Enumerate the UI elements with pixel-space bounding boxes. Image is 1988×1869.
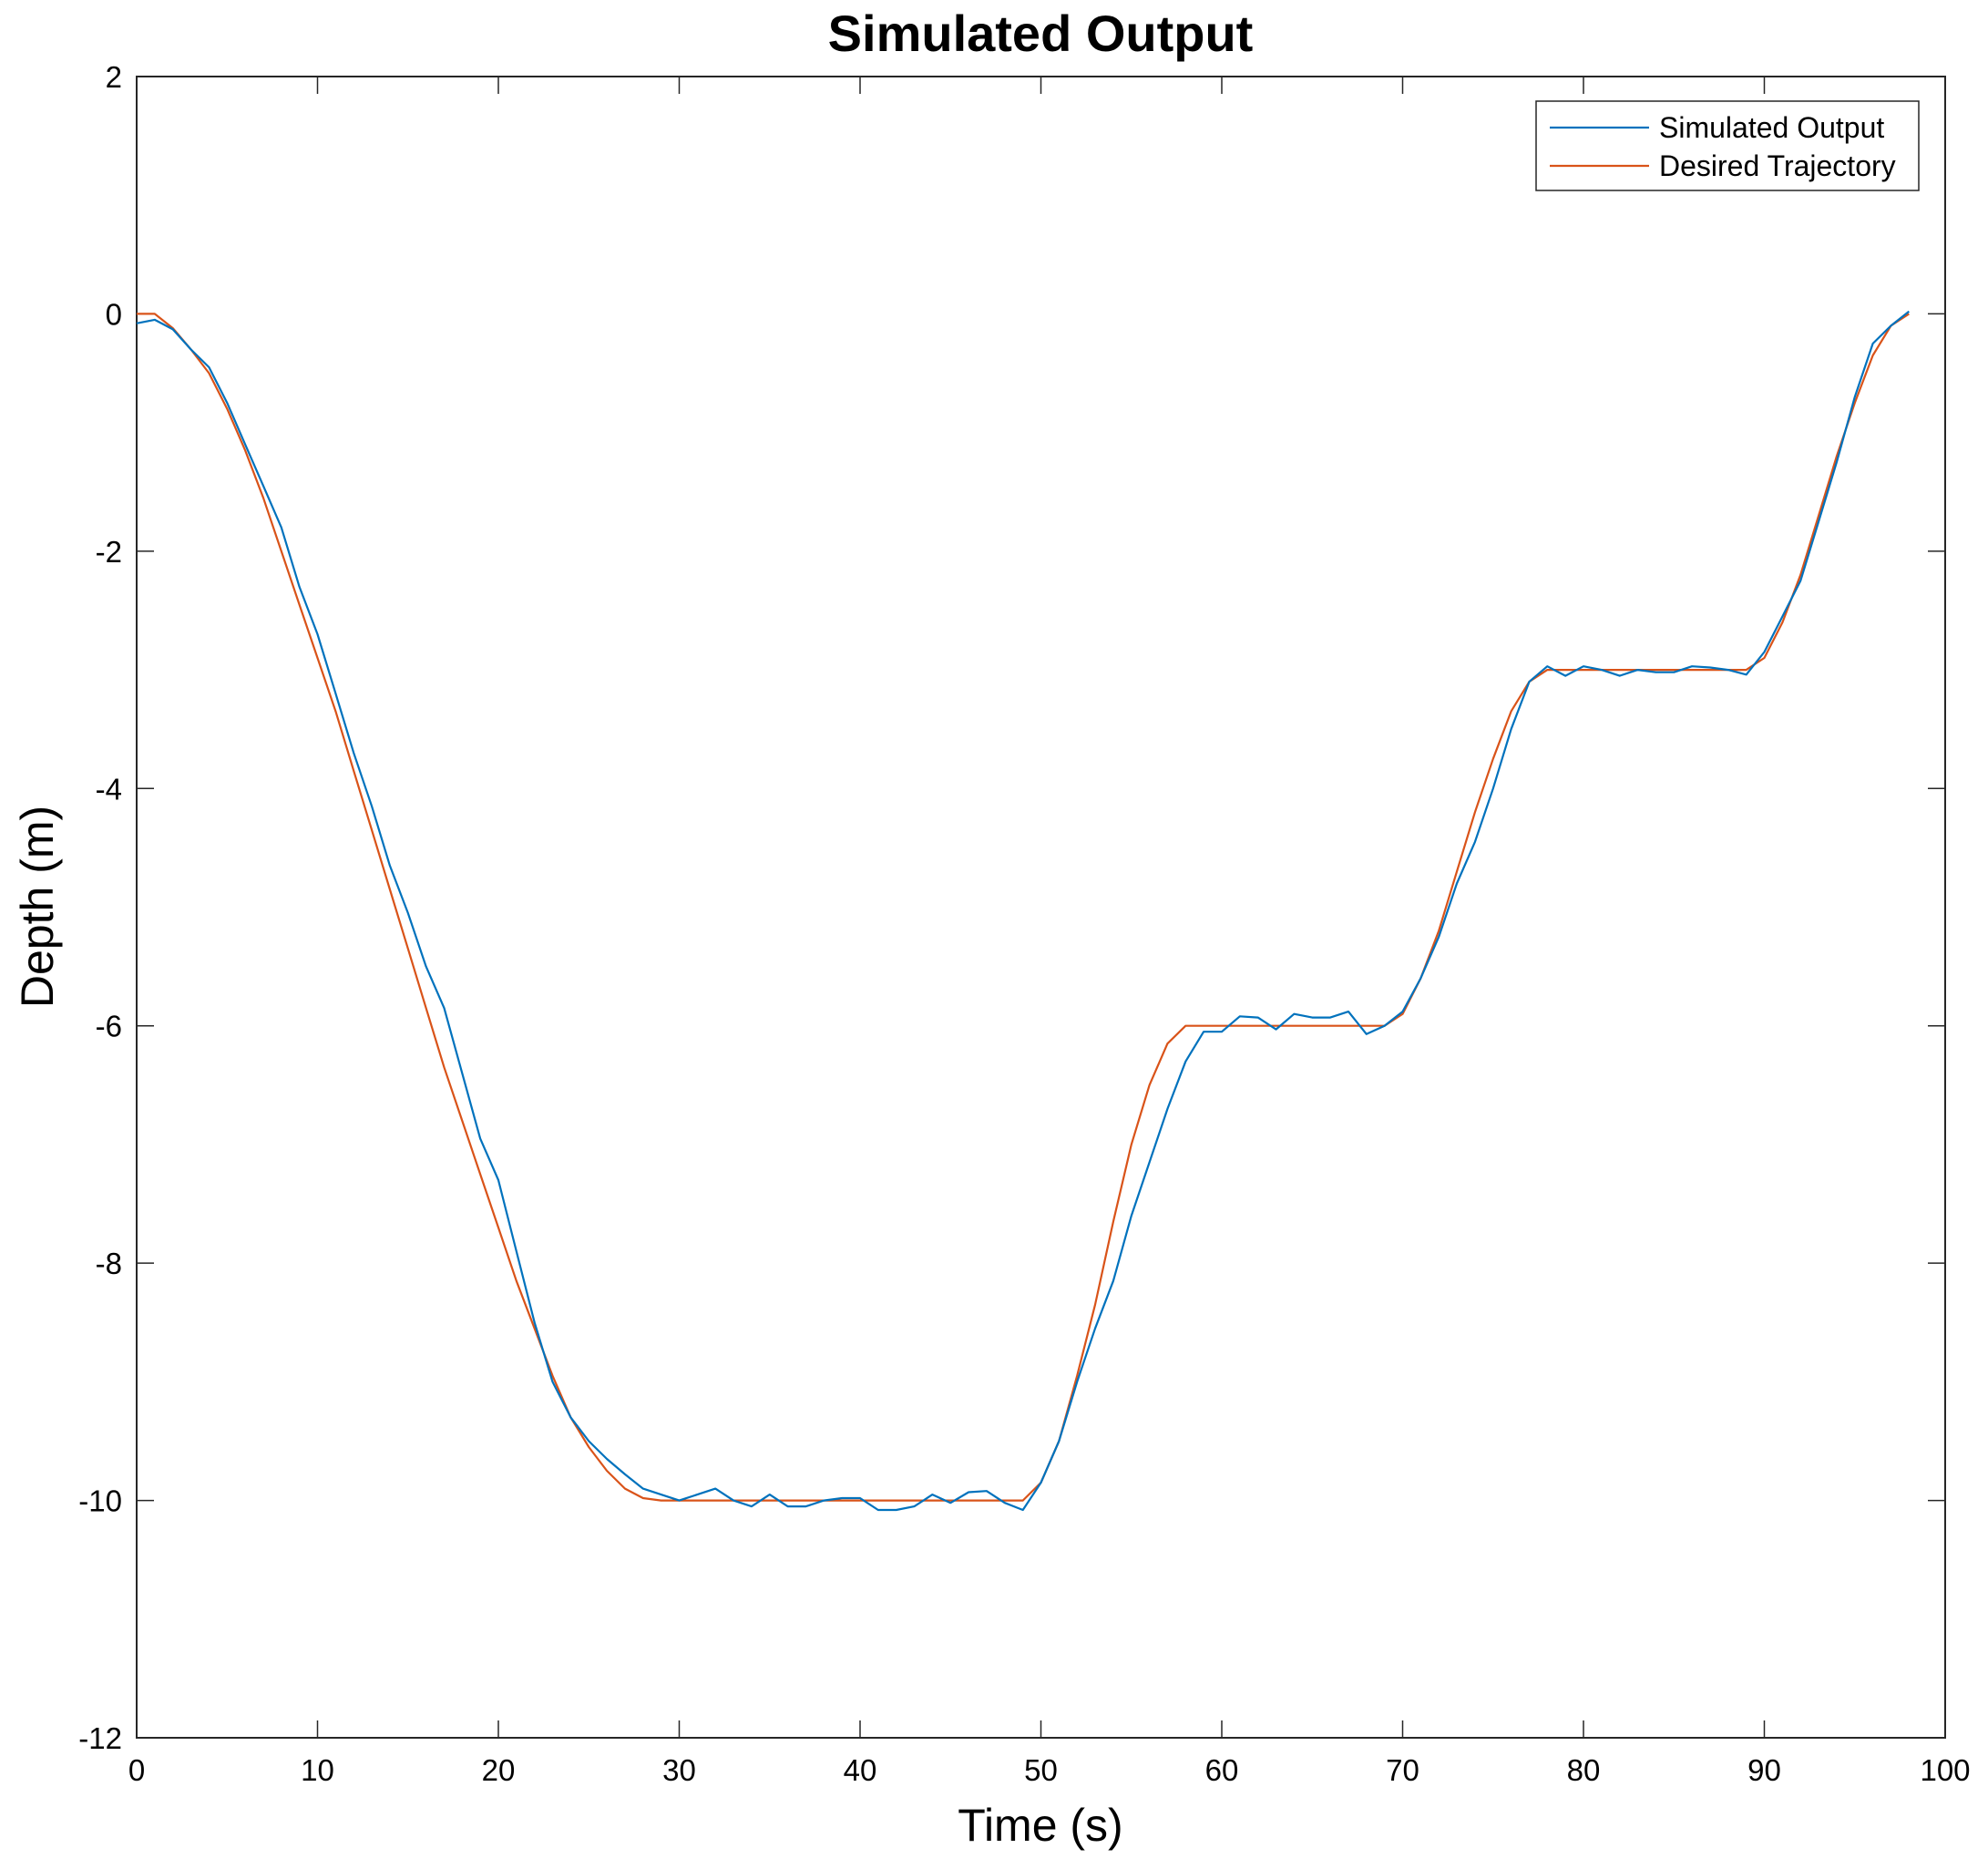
y-tick-label: -12 xyxy=(78,1721,122,1755)
y-tick-label: -2 xyxy=(96,535,122,569)
legend-label-desired-trajectory: Desired Trajectory xyxy=(1659,149,1896,182)
y-tick-label: -6 xyxy=(96,1010,122,1043)
legend: Simulated Output Desired Trajectory xyxy=(1535,100,1920,191)
series-line-desired-trajectory xyxy=(137,313,1910,1502)
x-tick-label: 40 xyxy=(844,1753,877,1787)
axes-box xyxy=(136,76,1946,1739)
x-tick-label: 70 xyxy=(1386,1753,1419,1787)
legend-box xyxy=(1535,100,1920,191)
x-tick-label: 90 xyxy=(1747,1753,1781,1787)
series-line-simulated-output xyxy=(136,310,1910,1512)
x-tick-label: 80 xyxy=(1567,1753,1601,1787)
x-tick-label: 0 xyxy=(128,1753,145,1787)
x-axis-ticks: 0 10 20 30 40 50 60 70 80 90 100 xyxy=(128,77,1971,1787)
y-tick-label: 0 xyxy=(106,297,122,331)
y-tick-label: 2 xyxy=(106,60,122,94)
x-tick-label: 50 xyxy=(1024,1753,1058,1787)
y-tick-label: -10 xyxy=(78,1484,122,1518)
chart-title: Simulated Output xyxy=(828,5,1254,62)
y-axis-ticks: 2 0 -2 -4 -6 -8 -10 -12 xyxy=(78,60,1945,1755)
x-tick-label: 10 xyxy=(301,1753,334,1787)
x-tick-label: 60 xyxy=(1205,1753,1239,1787)
y-tick-label: -8 xyxy=(96,1247,122,1280)
y-tick-label: -4 xyxy=(96,772,122,806)
x-axis-label: Time (s) xyxy=(958,1800,1122,1851)
x-tick-label: 20 xyxy=(482,1753,516,1787)
series-layer xyxy=(136,310,1910,1512)
y-axis-label: Depth (m) xyxy=(12,806,63,1008)
x-tick-label: 30 xyxy=(662,1753,696,1787)
plot-area: 0 10 20 30 40 50 60 70 80 90 100 20-2-4-6-8-10-12 xyxy=(78,60,1970,1787)
x-tick-label: 100 xyxy=(1920,1753,1970,1787)
legend-label-simulated-output: Simulated Output xyxy=(1659,111,1884,144)
